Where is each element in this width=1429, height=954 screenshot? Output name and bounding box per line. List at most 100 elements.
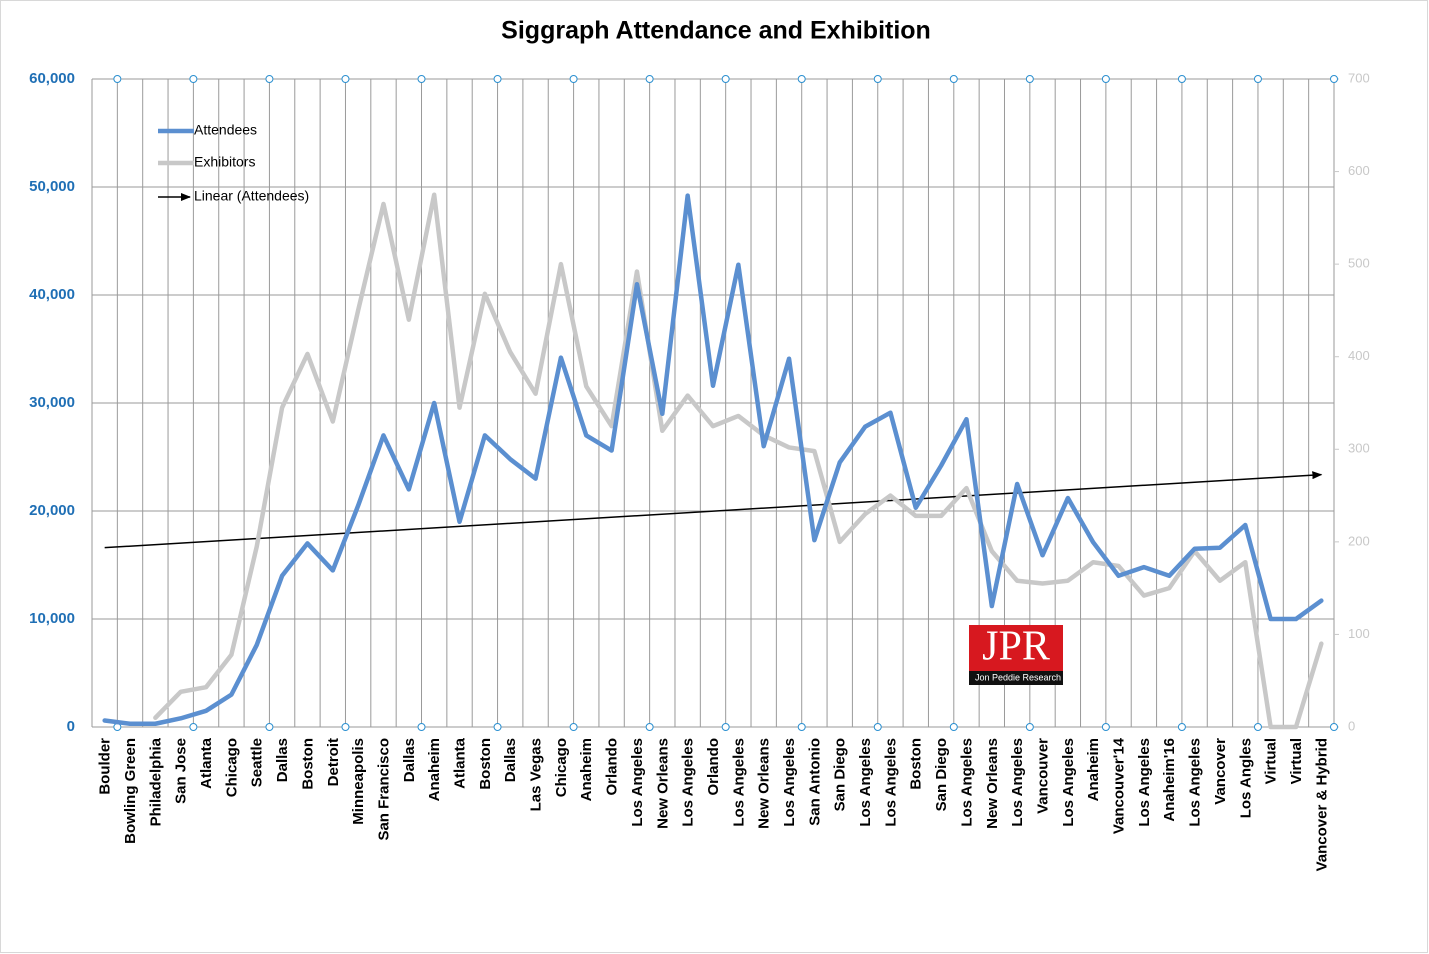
axis-dot: [873, 75, 882, 83]
axis-dot: [645, 75, 654, 83]
x-tick-label: New Orleans: [756, 738, 773, 829]
axis-dot: [493, 75, 502, 83]
x-tick-label: Orlando: [604, 738, 621, 796]
y2-tick-label: 300: [1348, 441, 1370, 456]
x-tick-label: Detroit: [325, 738, 342, 786]
axis-dot: [341, 723, 350, 731]
x-tick-label: Dallas: [401, 738, 418, 782]
y-tick-label: 0: [67, 718, 75, 735]
x-tick-label: San Diego: [933, 738, 950, 811]
axis-dot: [721, 75, 730, 83]
series-line: [153, 192, 1324, 730]
x-tick-label: Los Angeles: [882, 738, 899, 827]
axis-dot: [1330, 75, 1338, 83]
x-tick-label: Los Angeles: [958, 738, 975, 827]
x-tick-label: Los Angeles: [781, 738, 798, 827]
x-tick-label: Philadelphia: [147, 737, 164, 826]
y-tick-label: 50,000: [29, 178, 75, 195]
axis-dot: [189, 75, 198, 83]
axis-dot: [417, 723, 426, 731]
axis-dot: [569, 75, 578, 83]
x-tick-label: San Antonio: [806, 738, 823, 826]
logo-text: JPR: [982, 624, 1050, 670]
x-tick-label: Boston: [299, 738, 316, 790]
x-tick-label: Dallas: [274, 738, 291, 782]
x-tick-label: Los Angeles: [730, 738, 747, 827]
legend-label: Linear (Attendees): [194, 188, 309, 204]
axis-dot: [1253, 723, 1262, 731]
x-tick-label: Bowling Green: [122, 738, 139, 844]
legend-label: Exhibitors: [194, 154, 255, 170]
axis-dot: [113, 75, 122, 83]
x-tick-label: Las Vegas: [528, 738, 545, 811]
chart-title: Siggraph Attendance and Exhibition: [501, 17, 931, 45]
x-tick-label: Seattle: [249, 738, 266, 787]
axis-dot: [417, 75, 426, 83]
axis-dot: [949, 723, 958, 731]
x-tick-label: Atlanta: [198, 737, 215, 788]
x-tick-label: Los Angeles: [1187, 738, 1204, 827]
axis-dot: [1177, 723, 1186, 731]
x-tick-label: San Francisco: [375, 738, 392, 841]
axis-dot: [721, 723, 730, 731]
x-tick-label: Dallas: [502, 738, 519, 782]
y-tick-label: 60,000: [29, 70, 75, 87]
axis-dot: [797, 75, 806, 83]
y2-tick-label: 400: [1348, 348, 1370, 363]
x-tick-label: Virtual: [1263, 738, 1280, 784]
axis-dot: [189, 723, 198, 731]
x-tick-label: Los Angeles: [857, 738, 874, 827]
x-tick-label: Anaheim: [578, 738, 595, 801]
y2-tick-label: 200: [1348, 533, 1370, 548]
x-tick-label: Vancouver'14: [1111, 737, 1128, 834]
y-tick-label: 40,000: [29, 286, 75, 303]
x-tick-label: Anaheim: [426, 738, 443, 801]
x-tick-label: San Jose: [173, 738, 190, 804]
x-tick-label: Orlando: [705, 738, 722, 796]
y-tick-label: 30,000: [29, 394, 75, 411]
x-tick-label: New Orleans: [654, 738, 671, 829]
y2-tick-label: 700: [1348, 70, 1370, 85]
axis-dot: [949, 75, 958, 83]
x-tick-label: Los Angeles: [1060, 738, 1077, 827]
x-tick-label: Boston: [908, 738, 925, 790]
x-tick-label: Los Angeles: [1009, 738, 1026, 827]
x-tick-label: Los Angeles: [629, 738, 646, 827]
x-tick-label: Los Angeles: [680, 738, 697, 827]
x-tick-label: New Orleans: [984, 738, 1001, 829]
axis-dot: [1330, 723, 1338, 731]
logo-subtitle: Jon Peddie Research: [975, 672, 1061, 682]
axis-dot: [493, 723, 502, 731]
x-tick-label: Anaheim'16: [1161, 738, 1178, 822]
axis-dot: [797, 723, 806, 731]
axis-dot: [1253, 75, 1262, 83]
trend-line: [104, 471, 1323, 549]
x-tick-label: Los Angeles: [1136, 738, 1153, 827]
x-tick-label: Atlanta: [451, 737, 468, 788]
x-tick-label: Minneapolis: [350, 738, 367, 825]
axis-dot: [873, 723, 882, 731]
series-line: [102, 193, 1324, 727]
logo-band: [969, 671, 1063, 685]
x-tick-label: Boulder: [97, 738, 114, 795]
x-tick-label: Chicago: [553, 738, 570, 797]
x-tick-label: Anaheim: [1085, 738, 1102, 801]
axis-dot: [645, 723, 654, 731]
axis-dot: [569, 723, 578, 731]
axis-dot: [265, 75, 274, 83]
x-tick-label: Virtual: [1288, 738, 1305, 784]
y2-tick-label: 600: [1348, 163, 1370, 178]
x-tick-label: Vancover: [1212, 738, 1229, 805]
axis-dot: [1101, 75, 1110, 83]
axis-dot: [1101, 723, 1110, 731]
axis-dot: [341, 75, 350, 83]
x-tick-label: Vancover & Hybrid: [1313, 738, 1330, 871]
legend-label: Attendees: [194, 122, 257, 138]
x-tick-label: Vancouver: [1034, 738, 1051, 814]
axis-dot: [1177, 75, 1186, 83]
x-tick-label: Chicago: [223, 738, 240, 797]
y2-tick-label: 100: [1348, 626, 1370, 641]
axis-dot: [1025, 75, 1034, 83]
